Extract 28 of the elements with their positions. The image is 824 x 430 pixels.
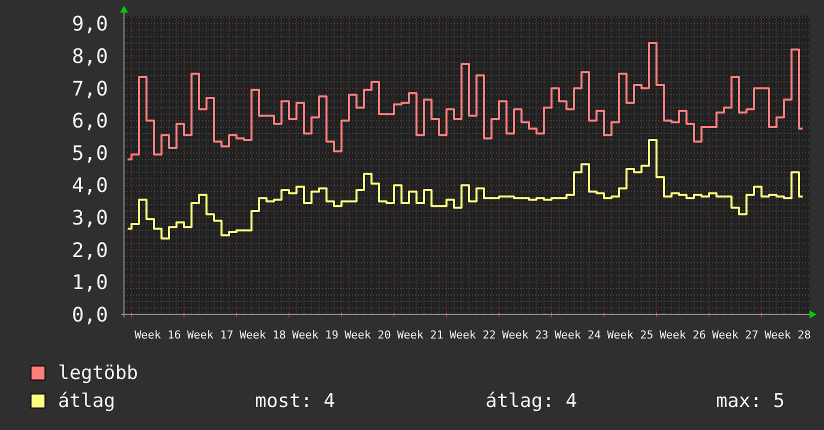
y-tick-label: 0,0 <box>72 302 108 326</box>
x-tick-label: Week 24 <box>554 328 602 342</box>
y-tick-label: 8,0 <box>72 44 108 68</box>
x-tick-label: Week 26 <box>660 328 706 342</box>
y-tick-label: 6,0 <box>72 108 108 133</box>
legend-label: átlag <box>58 390 116 412</box>
y-tick-label: 5,0 <box>72 140 108 165</box>
x-tick-label: Week 18 <box>240 328 286 342</box>
x-tick-label: Week 28 <box>764 328 811 342</box>
x-tick-label: Week 25 <box>607 328 654 342</box>
y-tick-label: 1,0 <box>72 270 108 294</box>
y-tick-label: 9,0 <box>72 12 108 36</box>
x-tick-label: Week 27 <box>712 328 758 342</box>
text: most: 4 <box>255 390 336 412</box>
x-tick-label: Week 16 <box>134 328 181 342</box>
x-tick-label: Week 22 <box>450 328 496 342</box>
y-tick-label: 2,0 <box>72 238 108 262</box>
text: max: 5 <box>716 390 785 412</box>
legend-label: legtöbb <box>58 362 138 384</box>
x-tick-label: Week 23 <box>502 328 548 342</box>
x-tick-label: Week 21 <box>397 328 444 342</box>
y-tick-label: 3,0 <box>72 205 108 230</box>
x-tick-label: Week 20 <box>344 328 391 342</box>
x-tick-label: Week 17 <box>187 328 234 342</box>
text: átlag: 4 <box>486 390 578 412</box>
x-tick-label: Week 19 <box>292 328 338 342</box>
y-tick-label: 4,0 <box>72 173 108 198</box>
y-tick-label: 7,0 <box>72 76 108 100</box>
